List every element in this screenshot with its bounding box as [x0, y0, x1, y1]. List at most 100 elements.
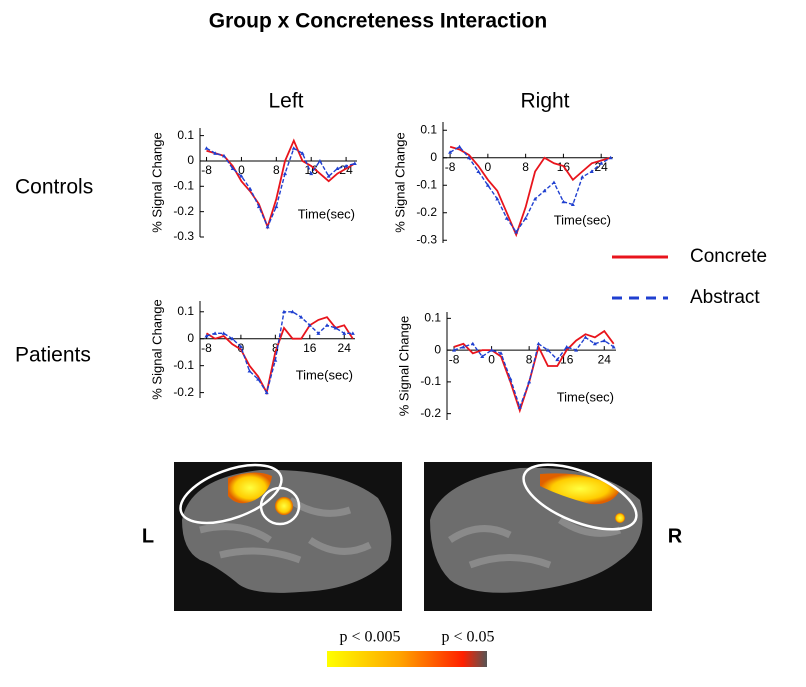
point-marker [283, 171, 288, 176]
point-marker [495, 197, 500, 201]
point-marker [239, 174, 244, 178]
point-marker [281, 309, 286, 314]
point-marker [533, 197, 538, 201]
point-marker [476, 169, 481, 173]
point-marker [504, 216, 509, 220]
point-marker [545, 348, 550, 352]
point-marker [344, 164, 349, 168]
point-marker [602, 338, 607, 343]
x-tick-label: 8 [273, 163, 280, 177]
y-tick-label: 0.1 [177, 128, 194, 142]
y-tick-label: 0 [187, 153, 194, 167]
point-marker [335, 166, 340, 171]
point-marker [204, 146, 209, 150]
point-marker [291, 146, 296, 150]
point-marker [238, 344, 243, 349]
x-axis-label: Time(sec) [296, 367, 353, 382]
point-marker [265, 224, 270, 229]
point-marker [273, 358, 278, 362]
y-tick-label: 0 [187, 331, 194, 345]
point-marker [213, 151, 218, 155]
series-line [449, 145, 611, 238]
point-marker [221, 153, 226, 158]
point-marker [290, 309, 295, 314]
point-marker [256, 204, 261, 209]
y-tick-label: 0 [434, 342, 441, 356]
point-marker [309, 171, 314, 176]
point-marker [514, 230, 519, 234]
x-tick-label: -8 [445, 160, 456, 174]
point-marker [508, 376, 513, 381]
y-tick-label: -0.2 [173, 385, 194, 399]
y-tick-label: 0.1 [420, 122, 437, 136]
point-marker [608, 155, 613, 160]
point-marker [452, 348, 457, 352]
point-marker [342, 331, 347, 335]
title: Group x Concreteness Interaction [209, 10, 547, 33]
y-tick-label: -0.1 [173, 178, 194, 192]
point-marker [517, 405, 522, 409]
point-marker [256, 377, 261, 381]
colorbar-label: p < 0.005 [339, 629, 400, 646]
y-tick-label: 0.1 [424, 311, 441, 325]
point-marker [542, 188, 547, 193]
y-axis-label: % Signal Change [149, 299, 164, 399]
colorbar [327, 651, 487, 667]
y-tick-label: -0.1 [420, 374, 441, 388]
hemisphere-label: R [668, 525, 683, 547]
y-tick-label: -0.2 [173, 204, 194, 218]
point-marker [221, 331, 226, 335]
point-marker [213, 331, 218, 335]
point-marker [583, 335, 588, 339]
point-marker [470, 341, 475, 346]
point-marker [555, 357, 560, 362]
y-tick-label: -0.2 [416, 205, 437, 219]
point-marker [316, 331, 321, 335]
hemisphere-label: L [142, 525, 154, 547]
point-marker [461, 344, 466, 349]
point-marker [536, 341, 541, 346]
legend-label: Abstract [690, 287, 760, 308]
y-tick-label: -0.3 [416, 232, 437, 246]
point-marker [480, 354, 485, 358]
x-tick-label: 24 [595, 160, 609, 174]
point-marker [592, 341, 597, 346]
point-marker [204, 334, 209, 338]
x-tick-label: 8 [272, 341, 279, 355]
x-tick-label: -8 [449, 352, 460, 366]
y-axis-label: % Signal Change [396, 316, 411, 416]
series-line [206, 316, 354, 396]
x-tick-label: 0 [485, 160, 492, 174]
point-marker [551, 180, 556, 184]
point-marker [485, 183, 490, 187]
x-tick-label: 24 [598, 352, 612, 366]
y-tick-label: -0.1 [416, 177, 437, 191]
y-tick-label: -0.2 [420, 406, 441, 420]
point-marker [523, 216, 528, 220]
legend-label: Concrete [690, 246, 767, 267]
x-axis-label: Time(sec) [554, 212, 611, 227]
point-marker [570, 202, 575, 206]
series-line [206, 311, 353, 395]
point-marker [599, 161, 604, 165]
y-tick-label: -0.1 [173, 358, 194, 372]
x-tick-label: 8 [526, 352, 533, 366]
point-marker [264, 390, 269, 395]
x-tick-label: -8 [201, 163, 212, 177]
y-tick-label: 0 [430, 150, 437, 164]
point-marker [589, 169, 594, 173]
series-line [449, 145, 611, 234]
x-tick-label: 24 [338, 341, 352, 355]
point-marker [247, 369, 252, 373]
point-marker [300, 151, 305, 155]
point-marker [580, 175, 585, 179]
point-marker [274, 204, 279, 209]
x-tick-label: 0 [238, 163, 245, 177]
point-marker [352, 161, 357, 165]
point-marker [333, 325, 338, 330]
point-marker [299, 315, 304, 319]
y-axis-label: % Signal Change [392, 132, 407, 232]
point-marker [489, 348, 494, 352]
point-marker [564, 344, 569, 349]
